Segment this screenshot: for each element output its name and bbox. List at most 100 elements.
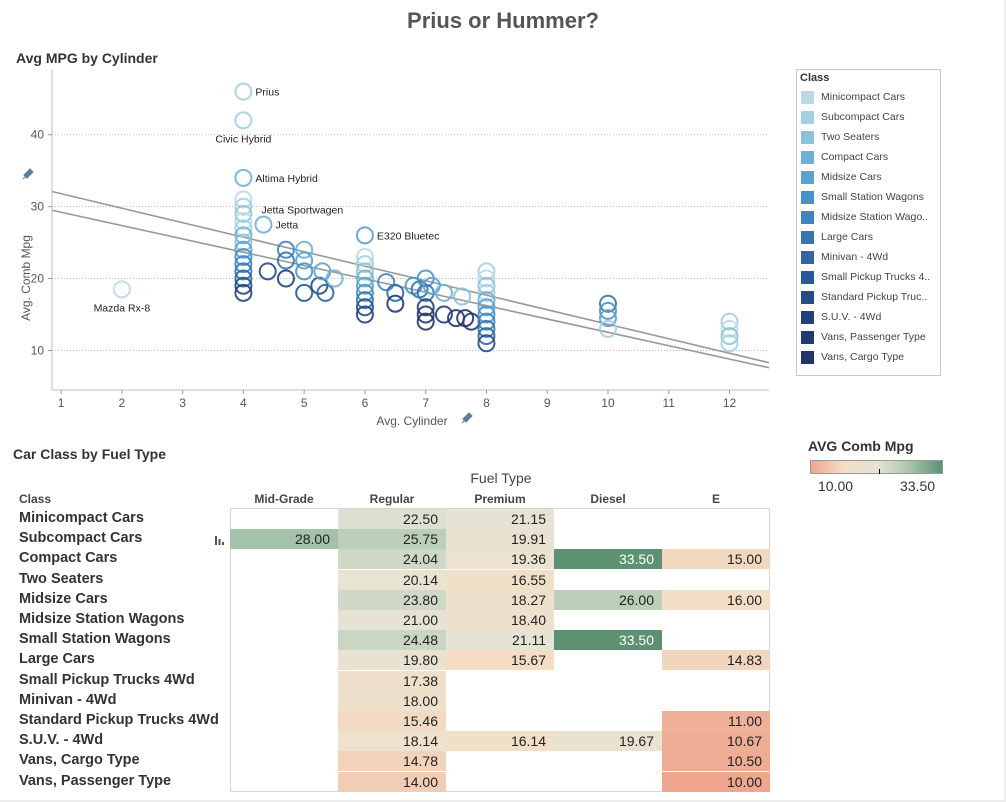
heatmap-cell[interactable]: 14.83 xyxy=(662,650,770,671)
data-point[interactable] xyxy=(477,334,496,353)
column-header[interactable]: E xyxy=(711,492,720,506)
heatmap-cell[interactable]: 15.67 xyxy=(446,650,554,671)
heatmap-cell[interactable]: 22.50 xyxy=(338,509,446,529)
legend-item[interactable]: Small Pickup Trucks 4.. xyxy=(801,267,930,287)
legend-item[interactable]: Midsize Station Wago.. xyxy=(801,207,928,227)
row-label[interactable]: Midsize Station Wagons xyxy=(19,611,185,627)
heatmap-cell[interactable]: 19.67 xyxy=(554,731,662,752)
data-point[interactable] xyxy=(295,240,314,259)
legend-item[interactable]: Midsize Cars xyxy=(801,167,882,187)
data-point[interactable] xyxy=(234,247,253,266)
data-point[interactable] xyxy=(276,240,295,259)
row-label[interactable]: Minivan - 4Wd xyxy=(19,691,117,708)
heatmap-cell[interactable]: 19.91 xyxy=(446,529,554,550)
data-point[interactable] xyxy=(477,276,496,295)
data-point[interactable] xyxy=(453,287,472,306)
data-point[interactable] xyxy=(234,283,253,302)
heatmap-cell[interactable]: 11.00 xyxy=(662,711,770,731)
heatmap-cell[interactable]: 19.80 xyxy=(338,650,446,671)
row-label[interactable]: Minicompact Cars xyxy=(19,510,144,526)
data-point[interactable] xyxy=(254,215,273,234)
class-legend[interactable]: Class Minicompact Cars Subcompact Cars Two… xyxy=(796,69,941,376)
heatmap-cell[interactable]: 19.36 xyxy=(446,549,554,570)
heatmap-cell[interactable]: 14.78 xyxy=(338,751,446,772)
data-point[interactable] xyxy=(112,280,131,299)
data-point[interactable] xyxy=(386,283,405,302)
data-point[interactable] xyxy=(234,255,253,274)
data-point[interactable] xyxy=(355,305,374,324)
heatmap-cell[interactable]: 17.38 xyxy=(338,670,446,691)
legend-item[interactable]: Large Cars xyxy=(801,227,873,247)
row-label[interactable]: Vans, Cargo Type xyxy=(19,752,140,769)
data-point[interactable] xyxy=(234,168,253,187)
data-point[interactable] xyxy=(234,240,253,259)
heatmap-cell[interactable]: 18.40 xyxy=(446,610,554,630)
data-point[interactable] xyxy=(234,262,253,281)
row-label[interactable]: Two Seaters xyxy=(19,570,104,587)
pin-icon[interactable] xyxy=(22,168,34,180)
column-header[interactable]: Mid-Grade xyxy=(254,492,314,506)
scatter-plot[interactable]: Prius Civic Hybrid Altima Hybrid Jetta Spor… xyxy=(0,70,790,435)
row-label[interactable]: Compact Cars xyxy=(19,550,118,567)
heatmap-cell[interactable]: 21.00 xyxy=(338,610,446,630)
data-point[interactable] xyxy=(258,262,277,281)
data-point[interactable] xyxy=(720,312,739,331)
data-point[interactable] xyxy=(355,283,374,302)
legend-item[interactable]: Small Station Wagons xyxy=(801,187,924,207)
legend-item[interactable]: Vans, Passenger Type xyxy=(801,327,926,347)
data-point[interactable] xyxy=(477,269,496,288)
data-point[interactable] xyxy=(234,82,253,101)
legend-item[interactable]: Minicompact Cars xyxy=(801,87,905,107)
data-point[interactable] xyxy=(477,319,496,338)
heatmap-cell[interactable]: 15.00 xyxy=(662,549,770,570)
data-point[interactable] xyxy=(416,305,435,324)
row-label[interactable]: Midsize Cars xyxy=(19,590,108,607)
data-point[interactable] xyxy=(598,301,617,320)
heatmap-cell[interactable]: 18.00 xyxy=(338,690,446,711)
heatmap-cell[interactable]: 16.14 xyxy=(446,731,554,752)
data-point[interactable] xyxy=(598,294,617,313)
data-point[interactable] xyxy=(355,276,374,295)
data-point[interactable] xyxy=(355,262,374,281)
heatmap-cell[interactable]: 18.14 xyxy=(338,731,446,752)
heatmap-cell[interactable]: 33.50 xyxy=(554,630,662,651)
data-point[interactable] xyxy=(355,269,374,288)
data-point[interactable] xyxy=(477,298,496,317)
data-point[interactable] xyxy=(234,204,253,223)
data-point[interactable] xyxy=(234,212,253,231)
data-point[interactable] xyxy=(234,219,253,238)
heatmap-cell[interactable]: 28.00 xyxy=(230,529,338,550)
heatmap-cell[interactable]: 26.00 xyxy=(554,589,662,610)
legend-item[interactable]: Standard Pickup Truc.. xyxy=(801,287,927,307)
data-point[interactable] xyxy=(434,283,453,302)
data-point[interactable] xyxy=(234,190,253,209)
data-point[interactable] xyxy=(477,312,496,331)
heatmap-cell[interactable]: 21.11 xyxy=(446,630,554,651)
bar-chart-icon[interactable] xyxy=(215,534,227,546)
row-label[interactable]: Standard Pickup Trucks 4Wd xyxy=(19,712,219,728)
row-label[interactable]: Large Cars xyxy=(19,651,95,668)
data-point[interactable] xyxy=(355,298,374,317)
data-point[interactable] xyxy=(477,305,496,324)
heatmap-cell[interactable]: 23.80 xyxy=(338,589,446,610)
data-point[interactable] xyxy=(355,247,374,266)
heatmap-cell[interactable]: 16.55 xyxy=(446,569,554,590)
data-point[interactable] xyxy=(325,269,344,288)
heatmap-cell[interactable]: 10.00 xyxy=(662,771,770,792)
heatmap-cell[interactable]: 24.48 xyxy=(338,630,446,651)
row-label[interactable]: S.U.V. - 4Wd xyxy=(19,732,104,749)
row-label[interactable]: Vans, Passenger Type xyxy=(19,772,172,789)
heatmap-cell[interactable]: 10.50 xyxy=(662,751,770,772)
heatmap-cell[interactable]: 21.15 xyxy=(446,509,554,529)
legend-item[interactable]: Subcompact Cars xyxy=(801,107,904,127)
data-point[interactable] xyxy=(295,251,314,270)
heatmap-cell[interactable]: 15.46 xyxy=(338,711,446,731)
legend-item[interactable]: Minivan - 4Wd xyxy=(801,247,888,267)
data-point[interactable] xyxy=(377,273,396,292)
data-point[interactable] xyxy=(477,262,496,281)
row-label[interactable]: Subcompact Cars xyxy=(19,530,143,547)
heatmap-cell[interactable]: 25.75 xyxy=(338,529,446,550)
data-point[interactable] xyxy=(720,334,739,353)
heatmap-cell[interactable]: 20.14 xyxy=(338,569,446,590)
data-point[interactable] xyxy=(295,262,314,281)
